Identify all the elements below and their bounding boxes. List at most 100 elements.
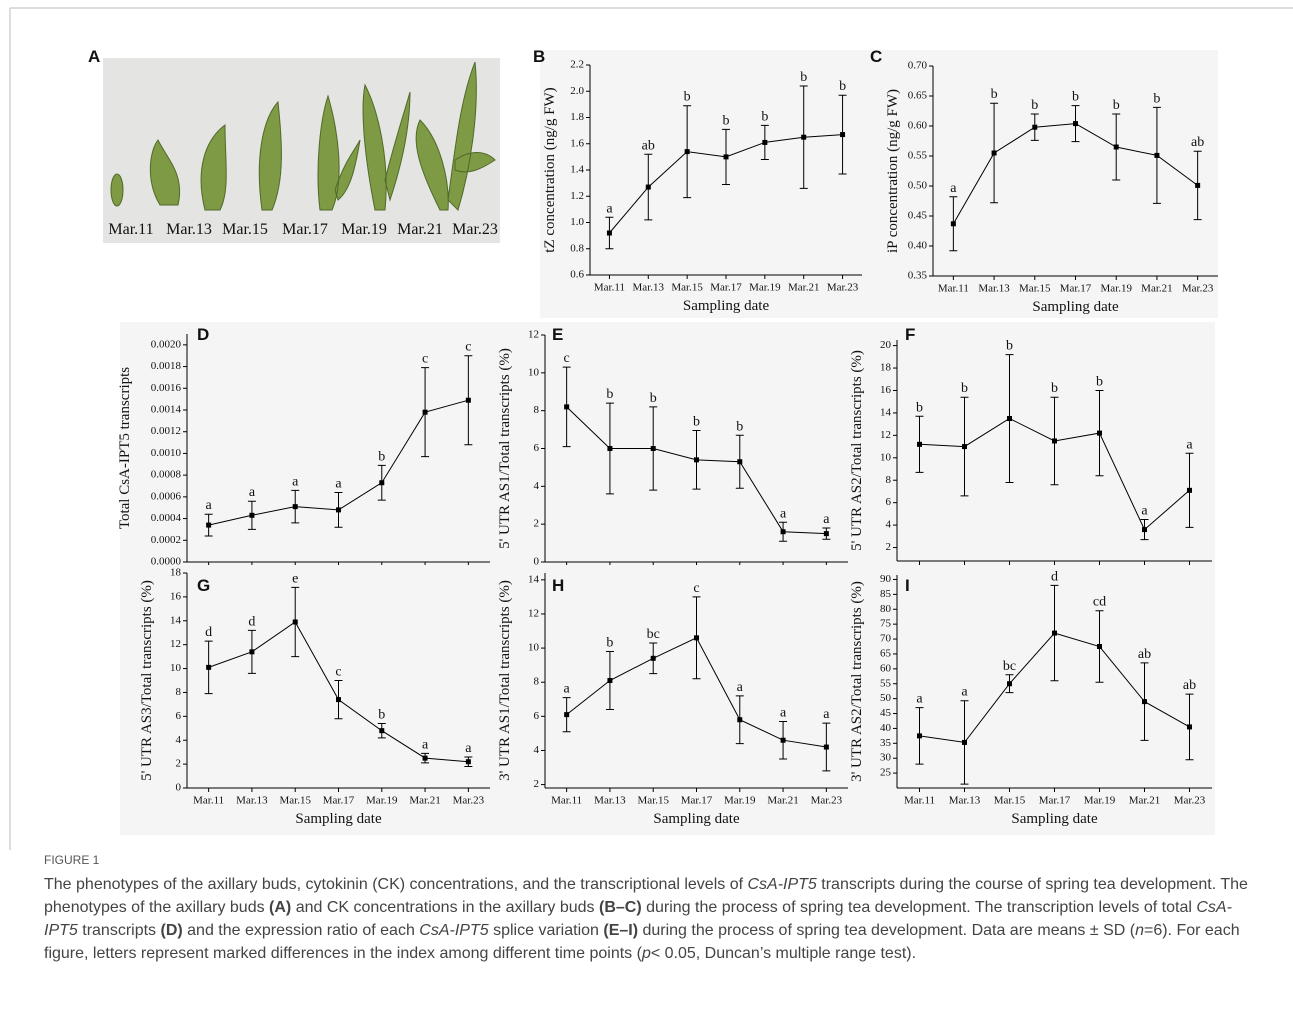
significance-letter: a <box>606 201 613 216</box>
panel-label: A <box>88 47 100 66</box>
chart: 0.0000 0.0002 0.0004 0.0006 0.0008 0.0010 0.00… <box>117 322 495 568</box>
significance-letter: b <box>916 400 923 415</box>
significance-letter: b <box>961 381 968 396</box>
y-tick-label: 8 <box>176 686 182 698</box>
significance-letter: b <box>1096 374 1103 389</box>
y-tick-label: 25 <box>880 767 892 779</box>
data-point <box>694 635 699 641</box>
y-tick-label: 2 <box>886 541 892 553</box>
y-tick-label: 60 <box>880 662 892 674</box>
y-tick-label: 16 <box>170 590 182 602</box>
x-tick-label: Mar.19 <box>366 795 398 807</box>
caption-part: and CK concentrations in the axillary bu… <box>291 899 599 916</box>
y-tick-label: 0.50 <box>908 180 928 192</box>
significance-letter: b <box>1051 381 1058 396</box>
y-tick-label: 40 <box>880 722 892 734</box>
caption-part: p <box>641 945 651 962</box>
significance-letter: b <box>650 391 657 406</box>
significance-letter: d <box>248 614 255 629</box>
data-point <box>694 457 699 463</box>
significance-letter: a <box>780 705 787 720</box>
x-tick-label: Mar.17 <box>1039 795 1071 807</box>
chart-background <box>850 322 1215 565</box>
y-tick-label: 6 <box>534 710 540 722</box>
data-point <box>991 150 997 156</box>
data-point <box>465 759 471 765</box>
x-tick-label: Mar.21 <box>409 795 440 807</box>
significance-letter: c <box>335 665 341 680</box>
caption-part: (E–I) <box>603 922 639 939</box>
y-tick-label: 6 <box>886 496 892 508</box>
caption-part: during the process of spring tea develop… <box>641 899 1197 916</box>
data-point <box>1007 416 1012 422</box>
significance-letter: b <box>991 87 998 102</box>
significance-letter: a <box>422 737 429 752</box>
data-point <box>1032 124 1038 130</box>
data-point <box>737 459 743 465</box>
y-axis-label: 3' UTR AS2/Total transcripts (%) <box>849 581 865 782</box>
caption-part: during the process of spring tea develop… <box>638 922 1136 939</box>
data-point <box>206 522 212 528</box>
significance-letter: b <box>723 113 730 128</box>
significance-letter: b <box>693 415 700 430</box>
y-tick-label: 0.8 <box>570 242 584 254</box>
chart: 2 4 6 8 10 12 14 16 18 20 5' UTR AS2/Total transcr… <box>849 322 1215 565</box>
y-tick-label: 8 <box>534 676 540 688</box>
y-tick-label: 1.6 <box>570 137 584 149</box>
x-tick-label: Mar.13 <box>633 282 665 294</box>
x-axis-label: Sampling date <box>683 298 770 314</box>
caption-part: transcripts during the course of spring … <box>44 876 1248 916</box>
caption-part: transcripts <box>77 922 161 939</box>
data-point <box>336 697 341 703</box>
data-point <box>650 655 656 661</box>
data-point <box>564 404 570 410</box>
x-tick-label: Mar.17 <box>1060 283 1092 295</box>
y-tick-label: 2.2 <box>570 59 584 71</box>
data-point <box>422 409 428 415</box>
caption-part: n <box>1135 922 1144 939</box>
y-tick-label: 2 <box>534 778 540 790</box>
x-tick-label: Mar.11 <box>193 795 224 807</box>
y-tick-label: 80 <box>880 603 892 615</box>
data-point <box>1097 430 1102 436</box>
figure-label: FIGURE 1 <box>44 853 100 867</box>
panel-label: I <box>905 576 910 595</box>
data-point <box>1142 699 1147 705</box>
data-point <box>292 504 298 510</box>
x-tick-label: Mar.17 <box>710 282 742 294</box>
y-tick-label: 55 <box>880 677 892 689</box>
x-tick-label: Mar.15 <box>994 795 1026 807</box>
x-tick-label: Mar.23 <box>453 795 485 807</box>
data-point <box>1187 724 1192 730</box>
y-tick-label: 0.0016 <box>151 382 182 394</box>
y-tick-label: 0.55 <box>908 150 928 162</box>
significance-letter: b <box>684 90 691 105</box>
caption-text: The phenotypes of the axillary buds, cyt… <box>44 873 1259 965</box>
y-tick-label: 0.35 <box>908 270 928 282</box>
y-tick-label: 0.45 <box>908 210 928 222</box>
significance-letter: cd <box>1093 595 1106 610</box>
x-tick-label: Mar.15 <box>279 795 311 807</box>
significance-letter: b <box>378 708 385 723</box>
y-tick-label: 12 <box>528 329 539 341</box>
data-point <box>962 739 967 745</box>
y-tick-label: 1.8 <box>570 111 584 123</box>
x-tick-label: Mar.21 <box>788 282 819 294</box>
significance-letter: b <box>761 109 768 124</box>
data-point <box>840 132 846 138</box>
data-point <box>917 441 922 447</box>
data-point <box>1142 527 1147 533</box>
significance-letter: a <box>823 707 830 722</box>
chart-background <box>495 565 850 835</box>
y-axis-label: Total CsA-IPT5 transcripts <box>117 367 133 529</box>
significance-letter: a <box>950 181 957 196</box>
y-tick-label: 10 <box>528 366 540 378</box>
chart-background <box>540 50 870 318</box>
data-point <box>1187 487 1192 493</box>
chart-background <box>868 50 1218 318</box>
x-tick-label: Mar.19 <box>1100 283 1132 295</box>
significance-letter: a <box>335 477 342 492</box>
x-tick-label: Mar.11 <box>551 795 582 807</box>
significance-letter: a <box>1186 437 1193 452</box>
significance-letter: a <box>206 498 213 513</box>
